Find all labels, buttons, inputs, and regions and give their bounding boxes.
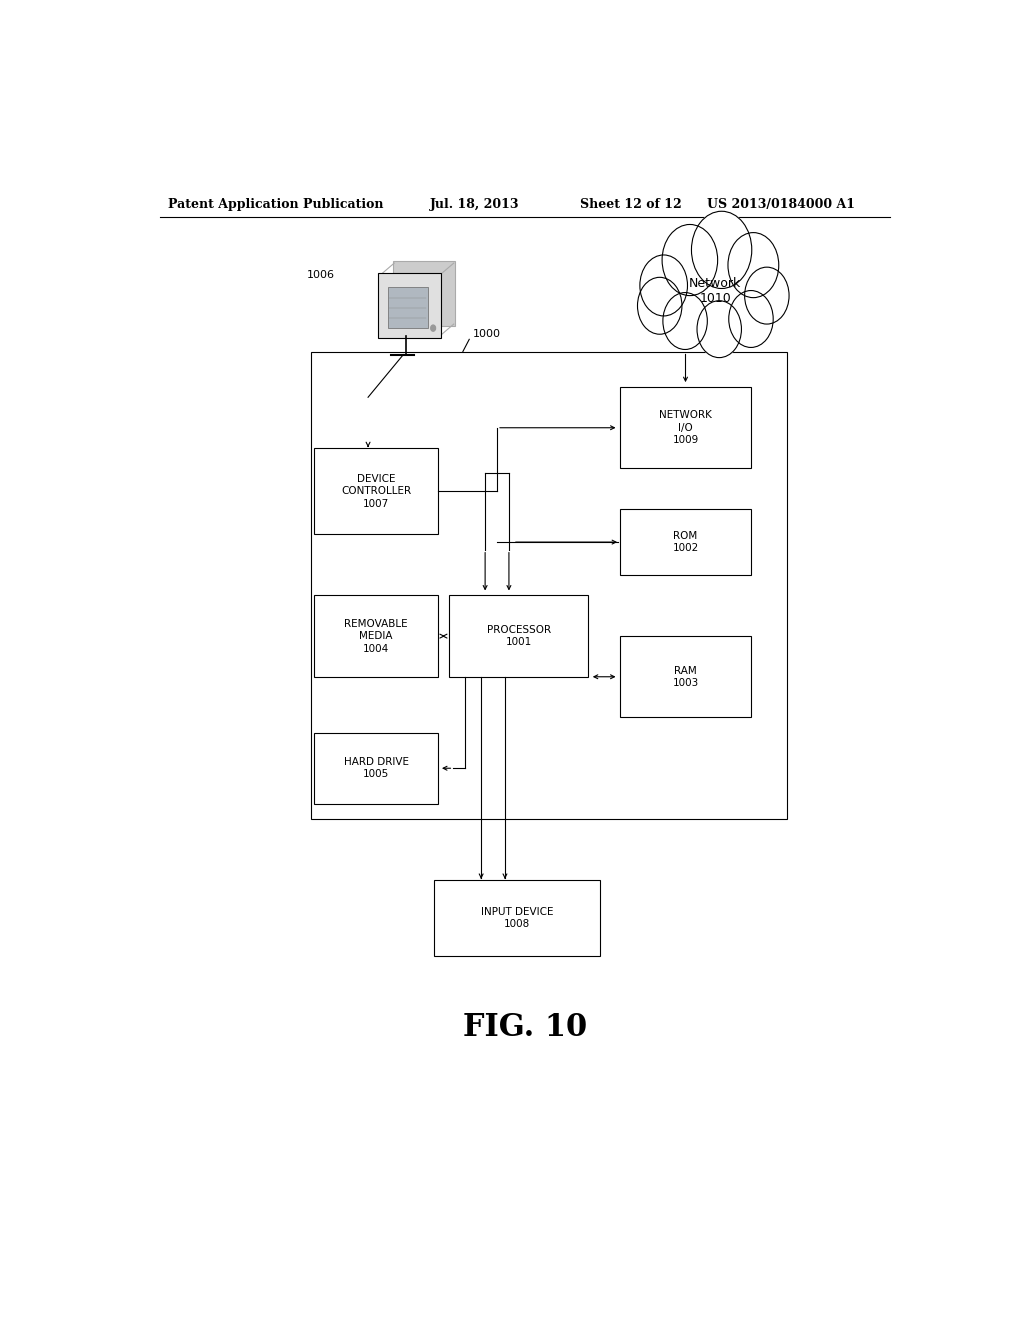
Bar — [620, 387, 751, 469]
Circle shape — [697, 301, 741, 358]
Circle shape — [744, 267, 790, 325]
Circle shape — [663, 293, 708, 350]
Text: US 2013/0184000 A1: US 2013/0184000 A1 — [708, 198, 855, 211]
Text: DEVICE
CONTROLLER
1007: DEVICE CONTROLLER 1007 — [341, 474, 411, 508]
FancyBboxPatch shape — [379, 273, 441, 338]
Circle shape — [691, 211, 752, 289]
Text: INPUT DEVICE
1008: INPUT DEVICE 1008 — [480, 907, 553, 929]
Circle shape — [728, 232, 779, 297]
Circle shape — [638, 277, 682, 334]
Text: Network
1010: Network 1010 — [689, 276, 741, 305]
Bar — [433, 880, 600, 956]
Text: NETWORK
I/O
1009: NETWORK I/O 1009 — [659, 411, 712, 445]
Text: HARD DRIVE
1005: HARD DRIVE 1005 — [343, 758, 409, 779]
Circle shape — [663, 224, 718, 296]
Circle shape — [431, 325, 435, 331]
Bar — [314, 595, 437, 677]
Text: RAM
1003: RAM 1003 — [673, 665, 698, 688]
Text: REMOVABLE
MEDIA
1004: REMOVABLE MEDIA 1004 — [344, 619, 408, 653]
Bar — [314, 733, 437, 804]
Text: PROCESSOR
1001: PROCESSOR 1001 — [486, 624, 551, 647]
FancyBboxPatch shape — [392, 261, 456, 326]
Text: Sheet 12 of 12: Sheet 12 of 12 — [581, 198, 682, 211]
Bar — [310, 351, 786, 818]
Bar — [388, 288, 428, 329]
Text: 1000: 1000 — [473, 329, 501, 339]
Text: Patent Application Publication: Patent Application Publication — [168, 198, 383, 211]
Text: Jul. 18, 2013: Jul. 18, 2013 — [430, 198, 519, 211]
Circle shape — [640, 255, 687, 315]
Bar — [450, 595, 588, 677]
Ellipse shape — [658, 243, 772, 338]
Text: FIG. 10: FIG. 10 — [463, 1012, 587, 1043]
Text: ROM
1002: ROM 1002 — [673, 531, 698, 553]
Bar — [620, 636, 751, 718]
Text: 1006: 1006 — [306, 271, 335, 280]
Circle shape — [729, 290, 773, 347]
Bar — [314, 447, 437, 535]
Bar — [620, 510, 751, 576]
